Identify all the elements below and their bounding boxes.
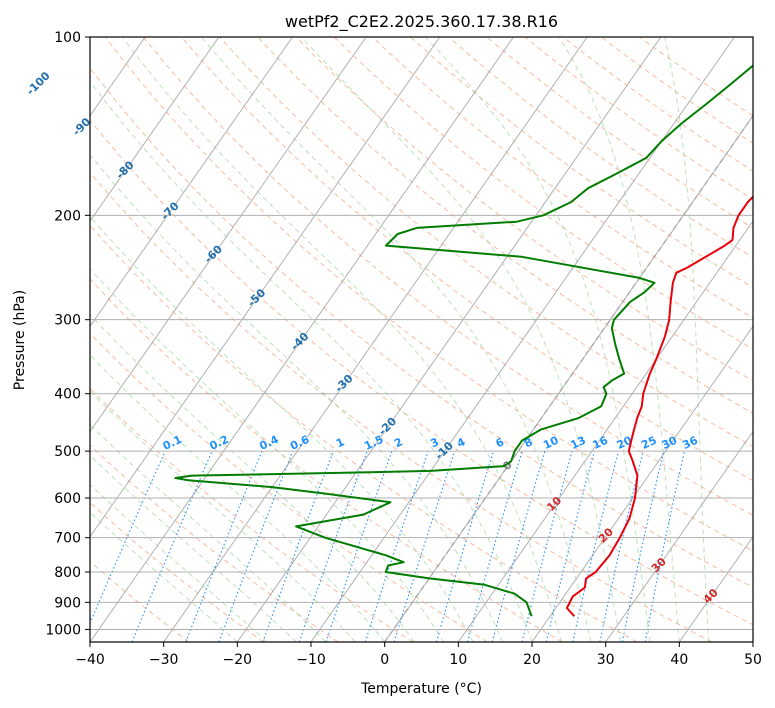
y-axis-ticks: 100 200 300 400 500 600 700 800 900 1000: [45, 30, 90, 638]
isotherm-line: [678, 535, 753, 642]
x-tick-label: −10: [296, 652, 326, 668]
plot-frame: [89, 36, 754, 643]
moist-adiabat-line: [664, 37, 710, 642]
mixing-ratio-label: 36: [680, 434, 700, 452]
dry-adiabat-line: [410, 37, 753, 289]
moist-adiabat-line: [90, 423, 327, 642]
sounding-traces: [174, 64, 753, 617]
y-tick-label: 1000: [45, 622, 81, 638]
x-tick-label: −30: [149, 652, 179, 668]
moist-adiabat-line: [558, 37, 680, 642]
y-tick-label: 700: [54, 531, 81, 547]
dry-adiabat-line: [90, 501, 264, 642]
x-tick-label: 0: [380, 652, 389, 668]
moist-adiabat-line: [90, 354, 386, 642]
temperature-trace: [565, 195, 753, 617]
y-axis-label: Pressure (hPa): [12, 290, 28, 390]
x-axis-label: Temperature (°C): [360, 681, 482, 697]
moist-adiabat-line: [425, 37, 651, 642]
mixing-ratio-line: [435, 450, 495, 642]
moist-adiabat-line: [90, 511, 238, 642]
mixing-ratio-line: [131, 450, 213, 642]
isotherm-line: [90, 37, 367, 433]
mixing-ratio-line: [621, 450, 665, 642]
moist-adiabat-line: [121, 37, 562, 642]
mixing-ratio-line: [644, 450, 686, 642]
isotherm-line: [163, 37, 588, 642]
dry-adiabat-line: [295, 37, 753, 382]
mixing-ratio-line: [298, 450, 368, 642]
mixing-ratio-line: [545, 450, 595, 642]
y-tick-label: 500: [54, 444, 81, 460]
isotherm-line: [531, 325, 753, 642]
mixing-ratio-line: [466, 450, 523, 642]
x-tick-label: 50: [744, 652, 762, 668]
y-tick-label: 800: [54, 565, 81, 581]
y-tick-label: 200: [54, 208, 81, 224]
mixing-ratio-label: 16: [591, 434, 611, 452]
y-tick-label: 100: [54, 30, 81, 46]
dry-adiabat-line: [333, 37, 753, 350]
dry-adiabat-line: [90, 67, 753, 588]
x-tick-label: −20: [223, 652, 253, 668]
isotherm-line: [605, 430, 753, 642]
dewpoint-trace: [174, 64, 753, 617]
dry-adiabat-line: [486, 37, 753, 229]
mixing-ratio-line: [599, 450, 644, 642]
chart-title: wetPf2_C2E2.2025.360.17.38.R16: [285, 12, 558, 32]
x-tick-label: 40: [670, 652, 688, 668]
isotherm-line: [90, 37, 220, 222]
mixing-ratio-label: 25: [639, 434, 658, 452]
moist-adiabat-line: [90, 390, 356, 642]
x-axis-ticks: −40 −30 −20 −10 0 10 20 30 40 50: [75, 642, 762, 668]
x-tick-label: −40: [75, 652, 105, 668]
dry-adiabat-line: [257, 37, 753, 414]
y-tick-label: 600: [54, 491, 81, 507]
dry-adiabat-line: [448, 37, 753, 259]
dry-adiabat-line: [600, 37, 753, 144]
y-tick-label: 900: [54, 595, 81, 611]
x-tick-label: 20: [523, 652, 541, 668]
moist-adiabat-line: [300, 37, 621, 642]
x-tick-label: 10: [449, 652, 467, 668]
dry-adiabat-line: [90, 119, 753, 626]
dry-adiabat-line: [219, 37, 753, 448]
y-tick-label: 400: [54, 387, 81, 403]
moist-adiabat-line: [90, 268, 445, 642]
isotherm-line: [90, 37, 514, 642]
mixing-ratio-label: 30: [660, 434, 680, 452]
zero-isotherm-line: [384, 114, 753, 642]
isotherm-line: [457, 220, 753, 642]
background-grid: [90, 37, 753, 642]
isotherm-line: [90, 37, 441, 538]
moist-adiabat-line: [90, 154, 503, 642]
isotherm-line: [90, 37, 293, 328]
mixing-ratio-line: [491, 450, 546, 642]
moist-adiabat-line: [90, 215, 474, 642]
mixing-ratio-line: [364, 450, 429, 642]
mixing-ratio-label: 10: [541, 434, 561, 452]
dry-adiabat-line: [90, 278, 563, 642]
moist-adiabat-line: [201, 37, 592, 642]
moist-adiabat-line: [90, 483, 268, 642]
mixing-ratio-label: 13: [569, 434, 588, 452]
isotherm-line: [236, 37, 662, 642]
mixing-ratio-line: [572, 450, 620, 642]
y-tick-label: 300: [54, 313, 81, 329]
mixing-ratio-line: [393, 450, 456, 642]
x-tick-label: 30: [597, 652, 615, 668]
moist-adiabat-line: [90, 80, 533, 642]
